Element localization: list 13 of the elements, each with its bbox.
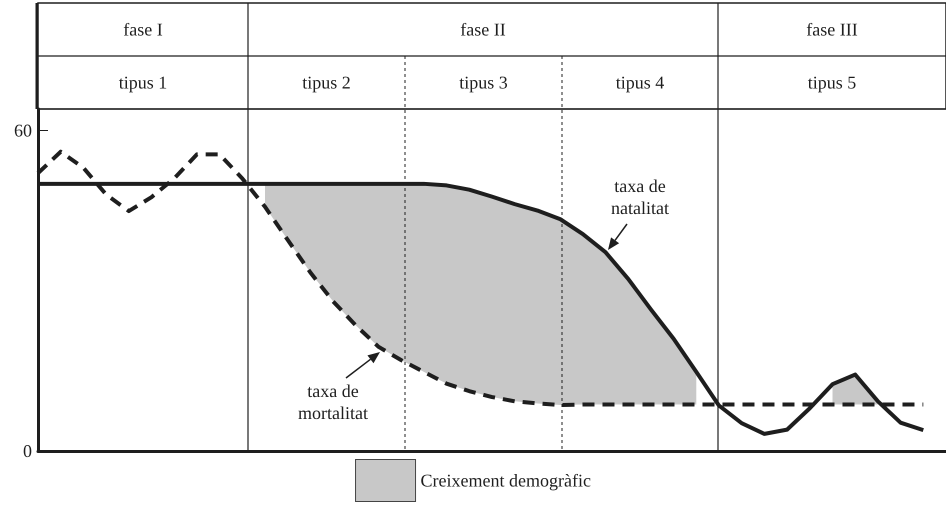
y-tick-label: 60 <box>14 120 32 140</box>
text: fase III <box>806 20 858 40</box>
text: tipus 1 <box>118 72 168 92</box>
annotation: taxa de natalitat <box>611 176 669 218</box>
text: tipus 4 <box>616 72 664 92</box>
text: fase II <box>460 20 506 40</box>
annotation: taxa de mortalitat <box>298 381 368 423</box>
legend-label: Creixement demogràfic <box>420 470 591 490</box>
text: tipus 5 <box>808 72 856 92</box>
text: tipus 3 <box>459 72 508 92</box>
text: tipus 2 <box>302 72 351 92</box>
y-tick-label: 0 <box>23 441 32 461</box>
text: fase I <box>123 20 163 40</box>
